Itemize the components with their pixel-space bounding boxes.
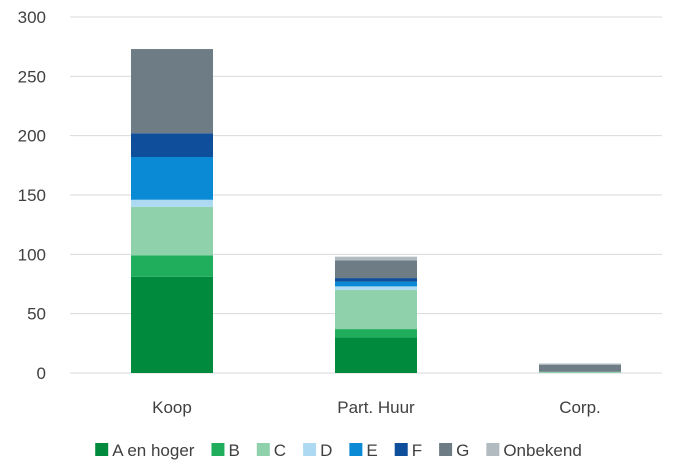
bar-segment-koop-c xyxy=(131,206,213,256)
y-tick-label: 100 xyxy=(18,245,46,264)
bar-segment-corp--g xyxy=(539,364,621,372)
legend-swatch xyxy=(211,443,225,456)
legend-swatch xyxy=(486,443,500,456)
bar-segment-koop-a-en-hoger xyxy=(131,276,213,373)
bar-segment-part-huur-b xyxy=(335,329,417,338)
legend-swatch xyxy=(349,443,363,456)
legend-swatch xyxy=(303,443,317,456)
bar-segment-corp--c xyxy=(539,371,621,373)
bar-segment-koop-b xyxy=(131,255,213,277)
bar-segment-part-huur-c xyxy=(335,289,417,330)
bar-segment-koop-g xyxy=(131,49,213,134)
y-tick-label: 0 xyxy=(37,364,46,383)
legend-label: A en hoger xyxy=(112,441,195,460)
bar-segment-part-huur-d xyxy=(335,286,417,290)
bar-segment-koop-f xyxy=(131,133,213,158)
bar-segment-koop-d xyxy=(131,199,213,207)
y-axis-tick-labels: 0 50 100 150 200 250 300 xyxy=(18,8,46,383)
x-axis-category-labels: Koop Part. Huur Corp. xyxy=(152,398,601,417)
bar-segment-part-huur-e xyxy=(335,281,417,287)
legend-swatch xyxy=(439,443,453,456)
bar-segment-part-huur-g xyxy=(335,260,417,279)
x-category-label: Corp. xyxy=(559,398,601,417)
y-tick-label: 50 xyxy=(27,305,46,324)
y-tick-label: 200 xyxy=(18,127,46,146)
bar-segment-part-huur-a-en-hoger xyxy=(335,337,417,373)
y-tick-label: 250 xyxy=(18,67,46,86)
legend-label: F xyxy=(412,441,422,460)
legend-label: E xyxy=(366,441,377,460)
legend-swatch xyxy=(95,443,109,456)
bar-segment-koop-e xyxy=(131,157,213,200)
legend-label: B xyxy=(228,441,239,460)
legend-swatch xyxy=(256,443,270,456)
legend-swatch xyxy=(394,443,408,456)
bars xyxy=(131,49,621,373)
y-tick-label: 150 xyxy=(18,186,46,205)
bar-segment-corp--onbekend xyxy=(539,363,621,365)
legend-label: G xyxy=(456,441,469,460)
bar-segment-part-huur-f xyxy=(335,278,417,282)
legend-label: Onbekend xyxy=(503,441,581,460)
x-category-label: Koop xyxy=(152,398,192,417)
y-tick-label: 300 xyxy=(18,8,46,27)
legend-label: C xyxy=(274,441,286,460)
x-category-label: Part. Huur xyxy=(337,398,415,417)
legend: A en hoger B C D E F G Onbekend xyxy=(95,441,582,460)
legend-label: D xyxy=(320,441,332,460)
bar-segment-part-huur-onbekend xyxy=(335,256,417,261)
